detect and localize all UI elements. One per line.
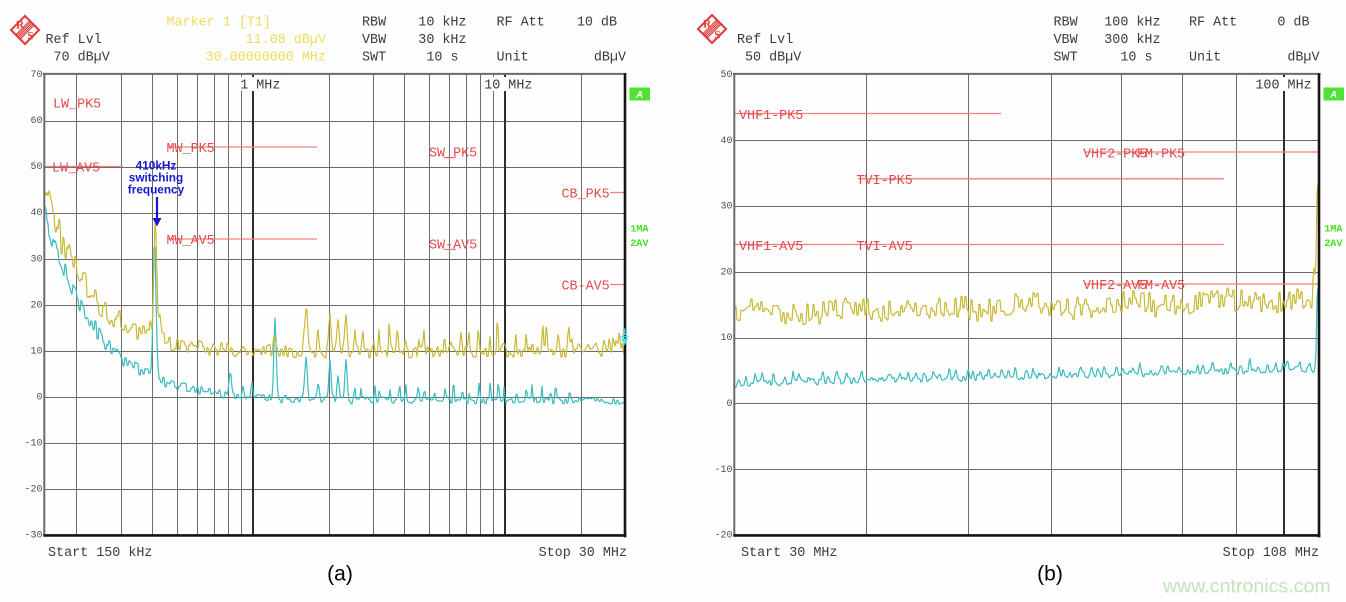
svg-text:VHF2-PK5: VHF2-PK5 bbox=[1083, 147, 1147, 162]
svg-text:MW_AV5: MW_AV5 bbox=[167, 234, 215, 249]
svg-text:Marker 1 [T1]: Marker 1 [T1] bbox=[167, 16, 271, 31]
svg-text:LW_PK5: LW_PK5 bbox=[53, 97, 101, 112]
svg-text:frequency: frequency bbox=[128, 183, 185, 197]
svg-text:VBW: VBW bbox=[362, 33, 387, 48]
svg-text:100 MHz: 100 MHz bbox=[1255, 79, 1311, 94]
svg-text:11.08 dBµV: 11.08 dBµV bbox=[246, 33, 326, 48]
svg-text:SW-AV5: SW-AV5 bbox=[429, 238, 477, 253]
svg-text:R: R bbox=[16, 20, 25, 32]
svg-text:FM-PK5: FM-PK5 bbox=[1137, 147, 1185, 162]
svg-text:CB_PK5: CB_PK5 bbox=[562, 188, 610, 203]
svg-text:50 dBµV: 50 dBµV bbox=[745, 51, 801, 66]
svg-text:TVI-AV5: TVI-AV5 bbox=[857, 240, 913, 255]
svg-text:LW_AV5: LW_AV5 bbox=[52, 162, 100, 177]
svg-text:2AV: 2AV bbox=[1324, 239, 1343, 250]
svg-text:Start 30 MHz: Start 30 MHz bbox=[741, 546, 837, 561]
svg-text:SWT: SWT bbox=[362, 51, 386, 66]
svg-text:A: A bbox=[1329, 90, 1337, 101]
svg-text:switching: switching bbox=[129, 171, 183, 185]
svg-text:30.00000000 MHz: 30.00000000 MHz bbox=[205, 51, 326, 66]
svg-text:300 kHz: 300 kHz bbox=[1104, 33, 1160, 48]
svg-text:R: R bbox=[703, 19, 712, 31]
svg-text:(a): (a) bbox=[327, 563, 353, 586]
svg-text:Unit: Unit bbox=[1189, 51, 1221, 66]
svg-text:10 kHz: 10 kHz bbox=[418, 16, 466, 31]
svg-text:VHF1-AV5: VHF1-AV5 bbox=[739, 240, 803, 255]
svg-text:10 MHz: 10 MHz bbox=[484, 79, 532, 94]
svg-text:70: 70 bbox=[30, 70, 42, 81]
svg-text:0 dB: 0 dB bbox=[1277, 16, 1309, 31]
svg-text:0: 0 bbox=[726, 399, 732, 410]
svg-text:-10: -10 bbox=[24, 439, 42, 450]
svg-text:2AV: 2AV bbox=[630, 239, 649, 250]
svg-text:1: 1 bbox=[621, 328, 627, 339]
svg-text:(b): (b) bbox=[1037, 563, 1063, 586]
svg-text:TVI-PK5: TVI-PK5 bbox=[857, 174, 913, 189]
svg-text:10: 10 bbox=[720, 333, 732, 344]
svg-text:VHF1-PK5: VHF1-PK5 bbox=[739, 109, 803, 124]
svg-text:FM-AV5: FM-AV5 bbox=[1137, 279, 1185, 294]
svg-text:60: 60 bbox=[30, 116, 42, 127]
svg-text:50: 50 bbox=[720, 70, 732, 81]
svg-text:10: 10 bbox=[30, 346, 42, 357]
svg-text:20: 20 bbox=[30, 300, 42, 311]
svg-text:-10: -10 bbox=[714, 465, 732, 476]
svg-text:-20: -20 bbox=[24, 485, 42, 496]
svg-text:70 dBµV: 70 dBµV bbox=[54, 51, 110, 66]
svg-text:Ref Lvl: Ref Lvl bbox=[46, 33, 102, 48]
svg-text:SW_PK5: SW_PK5 bbox=[429, 146, 477, 161]
svg-text:30: 30 bbox=[30, 254, 42, 265]
svg-text:VBW: VBW bbox=[1054, 33, 1079, 48]
svg-text:www.cntronics.com: www.cntronics.com bbox=[1162, 576, 1331, 598]
svg-text:dBµV: dBµV bbox=[1287, 51, 1319, 66]
svg-text:Stop 30 MHz: Stop 30 MHz bbox=[539, 546, 627, 561]
svg-text:RBW: RBW bbox=[1054, 16, 1079, 31]
svg-text:10 s: 10 s bbox=[1120, 51, 1152, 66]
svg-text:VHF2-AV5: VHF2-AV5 bbox=[1083, 279, 1147, 294]
svg-text:20: 20 bbox=[720, 268, 732, 279]
svg-text:410kHz: 410kHz bbox=[136, 159, 177, 173]
svg-text:0: 0 bbox=[36, 393, 42, 404]
svg-text:-20: -20 bbox=[714, 531, 732, 542]
svg-text:40: 40 bbox=[720, 136, 732, 147]
svg-text:CB-AV5: CB-AV5 bbox=[562, 280, 610, 295]
svg-text:50: 50 bbox=[30, 162, 42, 173]
svg-text:S: S bbox=[27, 30, 33, 42]
svg-text:dBµV: dBµV bbox=[594, 51, 626, 66]
svg-text:1MA: 1MA bbox=[1324, 225, 1343, 236]
svg-text:10 s: 10 s bbox=[426, 51, 458, 66]
svg-text:RF Att: RF Att bbox=[1189, 16, 1237, 31]
svg-text:40: 40 bbox=[30, 208, 42, 219]
svg-text:RBW: RBW bbox=[362, 16, 387, 31]
svg-text:Stop 108 MHz: Stop 108 MHz bbox=[1223, 546, 1319, 561]
svg-text:S: S bbox=[714, 29, 720, 41]
svg-text:30 kHz: 30 kHz bbox=[418, 33, 466, 48]
svg-text:Unit: Unit bbox=[497, 51, 529, 66]
svg-text:Ref Lvl: Ref Lvl bbox=[737, 33, 793, 48]
svg-text:30: 30 bbox=[720, 202, 732, 213]
svg-text:-30: -30 bbox=[24, 531, 42, 542]
svg-text:SWT: SWT bbox=[1054, 51, 1078, 66]
svg-text:RF Att: RF Att bbox=[497, 16, 545, 31]
svg-text:1 MHz: 1 MHz bbox=[240, 79, 280, 94]
svg-text:MW_PK5: MW_PK5 bbox=[167, 142, 215, 157]
svg-text:10 dB: 10 dB bbox=[577, 16, 617, 31]
svg-text:Start 150 kHz: Start 150 kHz bbox=[48, 546, 152, 561]
svg-text:1MA: 1MA bbox=[630, 225, 649, 236]
svg-text:100 kHz: 100 kHz bbox=[1104, 16, 1160, 31]
svg-text:A: A bbox=[635, 90, 643, 101]
